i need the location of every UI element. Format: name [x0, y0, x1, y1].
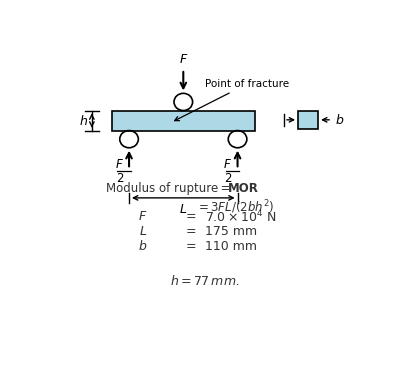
Text: 110 mm: 110 mm [205, 240, 257, 253]
Text: $=3FL/(2bh^2)$: $=3FL/(2bh^2)$ [196, 199, 274, 217]
Text: =: = [186, 225, 196, 238]
Bar [112, 110, 254, 131]
Text: =: = [186, 210, 196, 223]
Text: $b$: $b$ [335, 113, 344, 127]
Text: $b$: $b$ [138, 239, 148, 253]
Text: $L$: $L$ [139, 225, 147, 238]
Text: =: = [186, 240, 196, 253]
Text: 2: 2 [224, 172, 232, 185]
Text: 175 mm: 175 mm [205, 225, 257, 238]
Text: 2: 2 [116, 172, 124, 185]
Text: MOR: MOR [228, 182, 259, 195]
Text: $F$: $F$ [114, 158, 124, 171]
Text: $h = 77\,$mm.: $h = 77\,$mm. [170, 274, 240, 288]
Text: $F$: $F$ [138, 210, 148, 223]
Text: Modulus of rupture =: Modulus of rupture = [106, 182, 233, 195]
Text: $F$: $F$ [179, 52, 188, 65]
Bar [298, 110, 318, 129]
Text: $h$: $h$ [79, 113, 88, 128]
Text: $F$: $F$ [223, 158, 232, 171]
Text: $7.0\times10^4$ N: $7.0\times10^4$ N [205, 208, 276, 225]
Text: Point of fracture: Point of fracture [175, 79, 289, 121]
Text: $L$: $L$ [179, 203, 188, 216]
